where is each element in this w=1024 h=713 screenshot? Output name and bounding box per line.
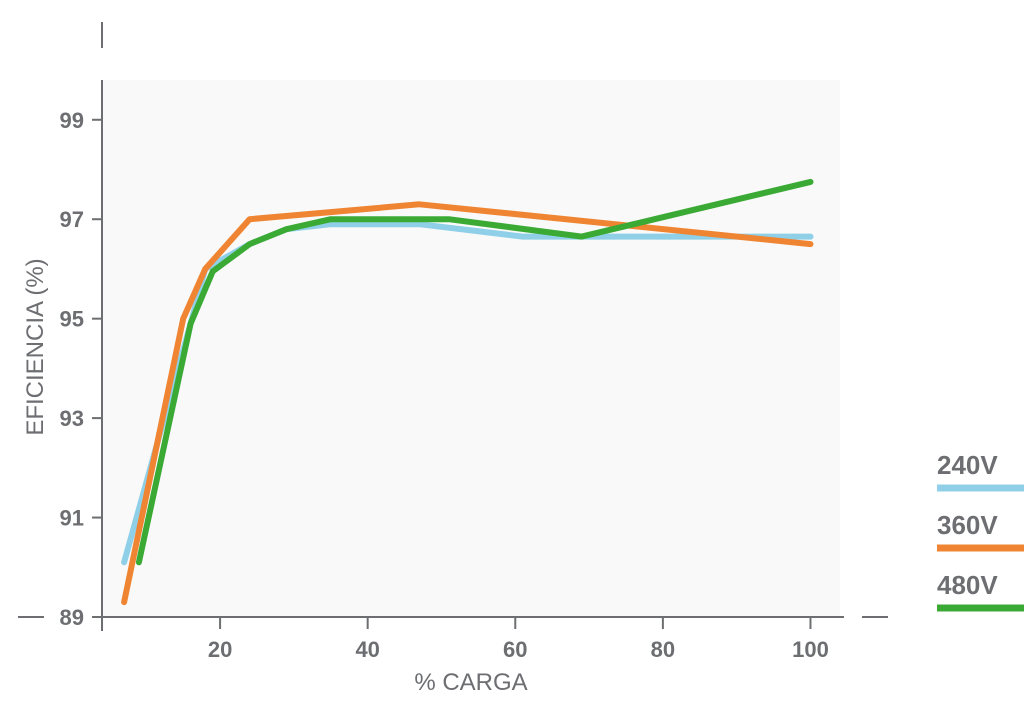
y-axis-title: EFICIENCIA (%) bbox=[22, 258, 49, 435]
y-tick-label: 89 bbox=[60, 605, 84, 630]
legend: 240V 360V 480V bbox=[937, 450, 1024, 612]
y-tick-label: 99 bbox=[60, 108, 84, 133]
legend-label-360V: 360V bbox=[937, 510, 998, 540]
y-tick-label: 95 bbox=[60, 307, 84, 332]
y-tick-label: 91 bbox=[60, 506, 84, 531]
x-tick-label: 80 bbox=[651, 637, 675, 662]
series-layer bbox=[121, 178, 814, 606]
x-tick-label: 20 bbox=[208, 637, 232, 662]
x-tick-label: 60 bbox=[503, 637, 527, 662]
series-line-480V bbox=[135, 178, 814, 566]
x-axis-title: % CARGA bbox=[414, 669, 527, 696]
x-tick-label: 40 bbox=[355, 637, 379, 662]
legend-label-480V: 480V bbox=[937, 570, 998, 600]
y-tick-label: 93 bbox=[60, 406, 84, 431]
series-line-360V bbox=[121, 201, 814, 606]
axes: 89 91 93 95 97 99 20 40 60 80 100 bbox=[18, 22, 888, 662]
plot-area bbox=[102, 80, 840, 617]
y-tick-label: 97 bbox=[60, 207, 84, 232]
legend-label-240V: 240V bbox=[937, 450, 998, 480]
x-tick-label: 100 bbox=[792, 637, 829, 662]
